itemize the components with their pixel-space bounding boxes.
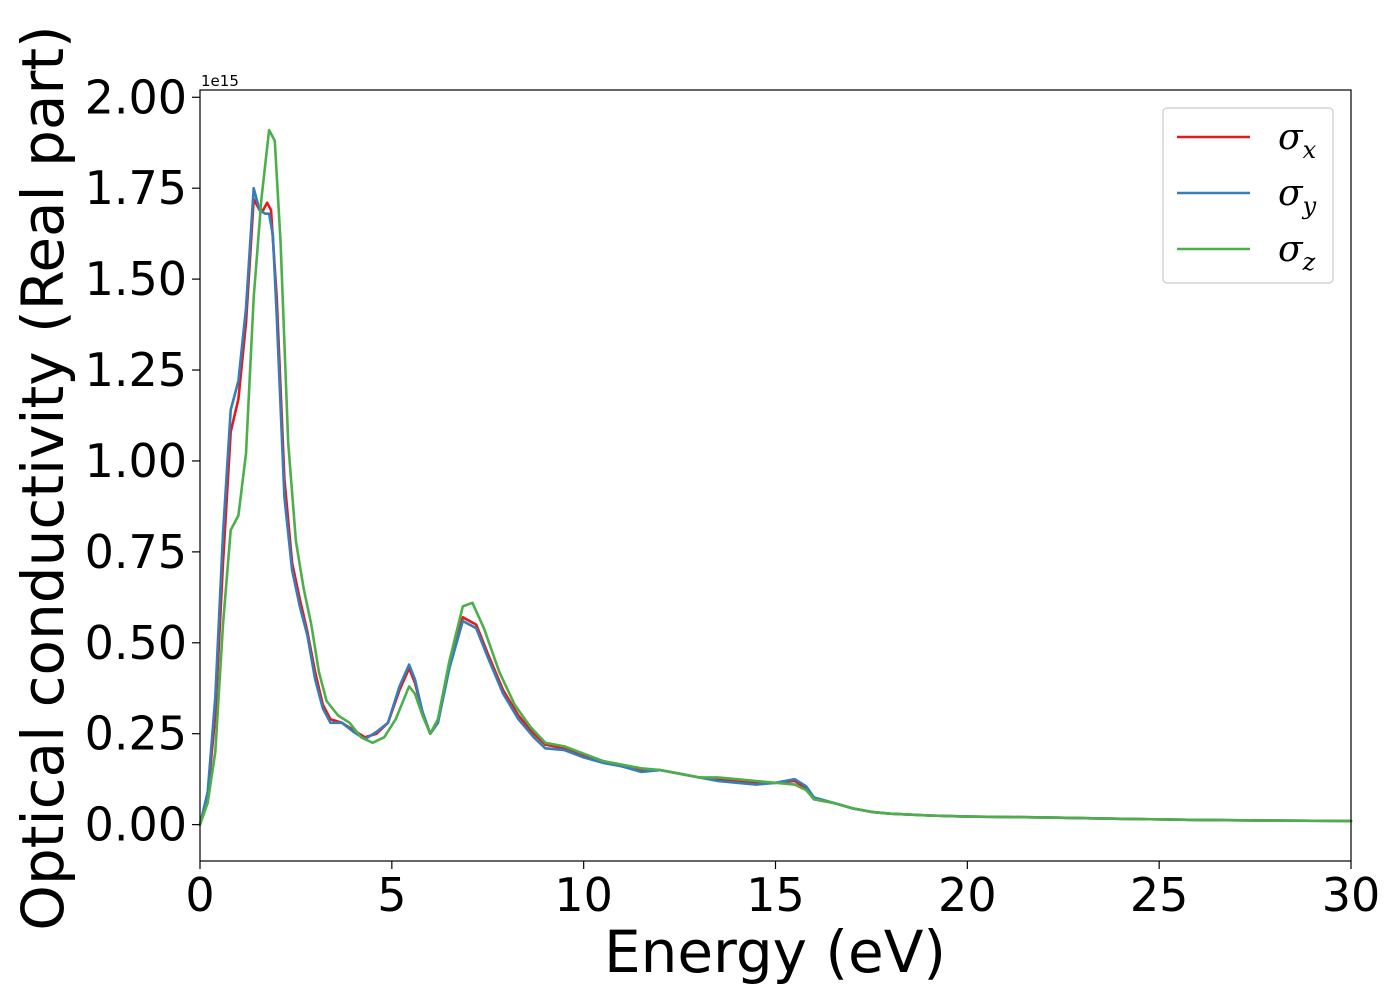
y-offset-label: 1e15	[201, 72, 239, 90]
x-tick-label: 5	[377, 868, 406, 922]
y-tick-label: 1.25	[85, 343, 187, 397]
y-tick-label: 0.75	[85, 525, 187, 579]
y-tick-label: 1.75	[85, 161, 187, 215]
y-tick-label: 1.50	[85, 252, 187, 306]
y-tick-label: 0.25	[85, 707, 187, 761]
series-line-z	[198, 128, 1353, 826]
y-tick-label: 2.00	[85, 70, 187, 124]
series-layer	[198, 128, 1353, 826]
x-axis: 0 5 10 15 20 25 30	[185, 861, 1380, 922]
x-tick-label: 0	[185, 868, 214, 922]
y-axis: 0.00 0.25 0.50 0.75 1.00 1.25 1.50 1.75 2.00	[85, 70, 200, 852]
x-tick-label: 25	[1130, 868, 1189, 922]
x-tick-label: 20	[938, 868, 997, 922]
legend-label-z: σz	[1278, 229, 1316, 276]
x-tick-label: 30	[1322, 868, 1381, 922]
y-tick-label: 0.50	[85, 616, 187, 670]
y-tick-label: 0.00	[85, 798, 187, 852]
y-axis-title: Optical conductivity (Real part)	[9, 25, 77, 930]
legend-label-y: σy	[1278, 173, 1317, 220]
legend-box	[1162, 107, 1334, 284]
x-axis-title: Energy (eV)	[604, 918, 946, 986]
y-tick-label: 1.00	[85, 434, 187, 488]
legend: σx σy σz	[1162, 107, 1334, 284]
x-tick-label: 15	[746, 868, 805, 922]
plot-area	[200, 90, 1351, 861]
legend-label-x: σx	[1278, 117, 1317, 164]
x-tick-label: 10	[554, 868, 613, 922]
